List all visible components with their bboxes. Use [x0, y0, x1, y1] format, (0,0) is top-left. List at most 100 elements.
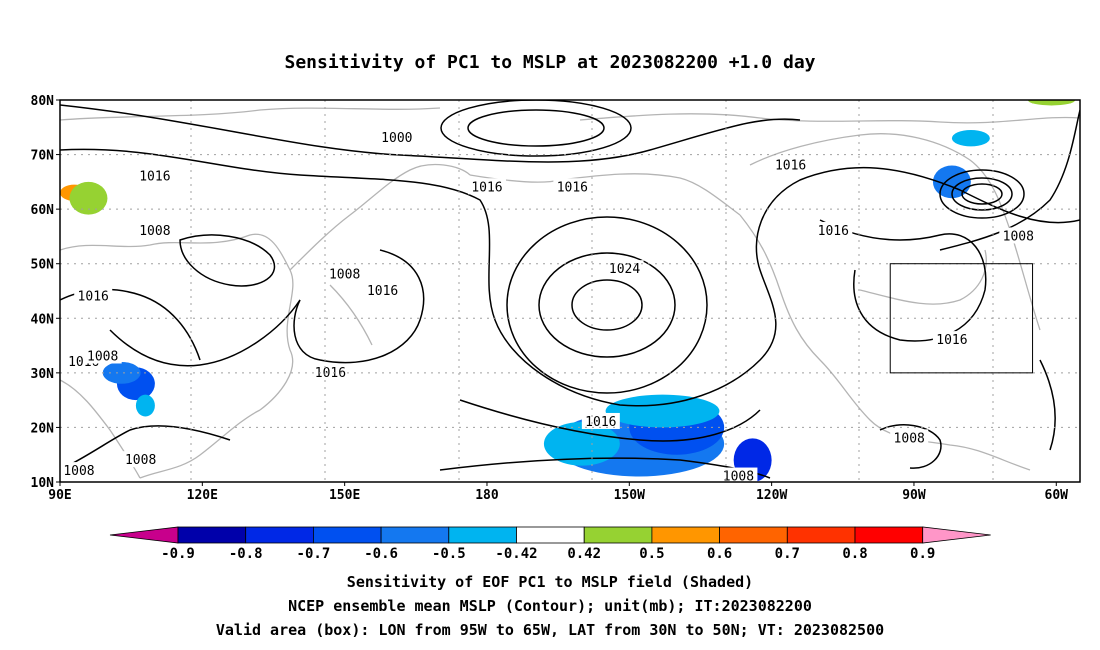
contour-label: 1008 — [135, 221, 174, 239]
colorbar-segment — [651, 526, 721, 544]
lon-tick-label: 120W — [756, 488, 787, 503]
colorbar-label: 0.7 — [775, 546, 800, 562]
colorbar-label: 0.5 — [639, 546, 664, 562]
contour-value: 1016 — [78, 289, 109, 304]
contour-label: 1008 — [999, 227, 1038, 244]
sensitivity-patch — [605, 394, 720, 428]
contour-value: 1016 — [139, 169, 170, 184]
lat-tick-label: 10N — [31, 476, 55, 491]
map-title: Sensitivity of PC1 to MSLP at 2023082200… — [284, 52, 815, 73]
contour-value: 1008 — [125, 453, 156, 468]
contour-value: 1008 — [63, 464, 94, 479]
lat-tick-label: 40N — [31, 312, 55, 327]
contour-label: 1016 — [581, 412, 620, 430]
contour-label: 1008 — [121, 451, 160, 468]
sensitivity-patch — [69, 181, 108, 215]
sensitivity-patch — [951, 130, 990, 147]
contour-label: 1008 — [83, 347, 122, 364]
colorbar-label: 0.6 — [707, 546, 732, 562]
lon-tick-label: 150E — [329, 488, 360, 503]
contour-value: 1016 — [557, 180, 588, 195]
colorbar-segment — [109, 526, 179, 544]
lat-tick-label: 20N — [31, 421, 55, 436]
caption-line-1: Sensitivity of EOF PC1 to MSLP field (Sh… — [346, 573, 754, 591]
colorbar-segment — [177, 526, 247, 544]
lon-tick-label: 90W — [902, 488, 926, 503]
colorbar-label: 0.8 — [842, 546, 867, 562]
lon-tick-label: 60W — [1045, 488, 1069, 503]
colorbar-label: 0.42 — [567, 546, 601, 562]
lon-tick-label: 120E — [187, 488, 218, 503]
caption-line-3: Valid area (box): LON from 95W to 65W, L… — [215, 621, 885, 639]
lat-tick-label: 80N — [31, 94, 55, 109]
mslp-contours — [60, 100, 1080, 479]
contour-label: 1024 — [605, 260, 644, 277]
contour-label: 1016 — [135, 167, 174, 184]
colorbar-segment — [854, 526, 924, 544]
colorbar-segment — [583, 526, 653, 544]
contour-value: 1000 — [381, 131, 412, 146]
colorbar-segment — [245, 526, 314, 544]
lat-tick-label: 70N — [31, 149, 55, 164]
contour-label: 1016 — [467, 178, 506, 195]
lat-tick-label: 30N — [31, 367, 55, 382]
contour-label: 1008 — [60, 462, 98, 479]
caption-line-2: NCEP ensemble mean MSLP (Contour); unit(… — [288, 597, 812, 615]
contour-value: 1008 — [139, 224, 170, 239]
contour-label: 1016 — [814, 221, 853, 239]
colorbar-label: 0.9 — [910, 546, 935, 562]
contour-value: 1008 — [1003, 229, 1034, 244]
contour-label: 1008 — [719, 467, 758, 485]
contour-labels: 1000 1016 1016 1016 1016 1008 1016 1008 1016 1024… — [60, 129, 1038, 485]
contour-label: 1008 — [890, 429, 929, 446]
latitude-axis: 80N 70N 60N 50N 40N 30N 20N 10N — [31, 94, 60, 491]
contour-label: 1008 — [325, 265, 364, 283]
colorbar-segment — [922, 526, 991, 544]
contour-value: 1016 — [936, 333, 967, 348]
colorbar-label: -0.6 — [364, 546, 398, 562]
contour-value: 1008 — [329, 268, 360, 283]
lat-lon-grid — [60, 100, 1080, 482]
contour-label: 1016 — [74, 287, 113, 304]
sensitivity-patch — [102, 361, 141, 384]
colorbar-segment — [719, 526, 788, 544]
colorbar-segment — [448, 526, 517, 544]
colorbar-label: -0.7 — [297, 546, 331, 562]
sensitivity-patch — [135, 394, 155, 417]
contour-value: 1016 — [775, 158, 806, 173]
contour-label: 1016 — [553, 178, 592, 195]
lon-tick-label: 180 — [475, 488, 499, 503]
contour-label: 1016 — [932, 331, 971, 348]
contour-value: 1024 — [609, 262, 640, 277]
contour-label: 1000 — [377, 129, 416, 146]
map-frame — [59, 99, 1081, 483]
colorbar-label: -0.5 — [432, 546, 466, 562]
contour-value: 1016 — [471, 180, 502, 195]
sensitivity-patch — [543, 421, 620, 466]
map-background — [60, 100, 1080, 482]
lon-tick-label: 90E — [48, 488, 71, 503]
contour-value: 1008 — [87, 349, 118, 364]
contour-value: 1008 — [723, 470, 754, 485]
colorbar-segment — [380, 526, 450, 544]
lon-tick-label: 150W — [614, 488, 645, 503]
colorbar-segment — [312, 526, 382, 544]
colorbar-segment — [516, 526, 585, 544]
colorbar-segment — [786, 526, 856, 544]
contour-label: 1016 — [771, 156, 810, 173]
colorbar-label: -0.8 — [229, 546, 263, 562]
sensitivity-patch — [1027, 100, 1076, 106]
contour-value: 1016 — [818, 224, 849, 239]
longitude-axis: 90E 120E 150E 180 150W 120W 90W 60W — [48, 482, 1068, 503]
lat-tick-label: 50N — [31, 258, 55, 273]
contour-label: 1016 — [311, 363, 350, 381]
contour-value: 1016 — [585, 415, 616, 430]
contour-label: 1016 — [363, 282, 402, 299]
colorbar-label: -0.42 — [495, 546, 537, 562]
colorbar: -0.9 -0.8 -0.7 -0.6 -0.5 -0.42 0.42 0.5 0.6 0.7 0.… — [109, 526, 991, 562]
lat-tick-label: 60N — [31, 203, 55, 218]
contour-value: 1016 — [367, 284, 398, 299]
colorbar-label: -0.9 — [161, 546, 195, 562]
map-panel: 1000 1016 1016 1016 1016 1008 1016 1008 1016 1024… — [31, 94, 1081, 503]
